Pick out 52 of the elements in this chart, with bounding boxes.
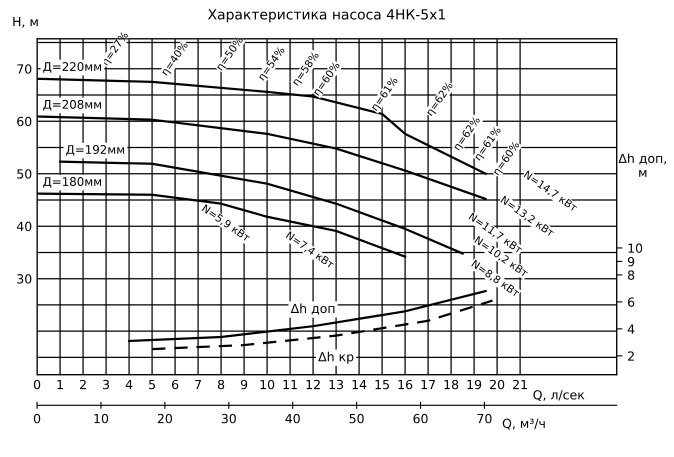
y-tick-label: 70: [17, 64, 32, 74]
y2-tick-label: 2: [628, 351, 634, 361]
x-tick-label: 19: [468, 380, 482, 390]
series-label: Д=220мм: [43, 62, 102, 73]
y2-tick-label: 8: [628, 270, 634, 280]
y2-tick-label: 6: [628, 297, 634, 307]
x-axis-title: Q, л/сек: [533, 390, 584, 401]
y-tick-label: 50: [17, 169, 32, 179]
x-tick-label: 9: [240, 380, 248, 390]
y2-tick-label: 10: [628, 243, 642, 253]
x-tick-label: 5: [149, 380, 155, 390]
series-label: Д=208мм: [43, 100, 102, 111]
x-tick-label: 14: [352, 380, 366, 390]
y-axis-title: H, м: [13, 17, 38, 28]
x-tick-label: 7: [195, 380, 201, 390]
series-label: Δh кр: [318, 352, 354, 364]
x-tick-label: 20: [490, 380, 504, 390]
y2-tick-label: 4: [628, 324, 634, 334]
x2-tick-label: 30: [222, 414, 236, 424]
x-tick-label: 21: [513, 380, 527, 390]
x-tick-label: 12: [306, 380, 320, 390]
x-tick-label: 16: [398, 380, 412, 390]
x-tick-label: 17: [422, 380, 435, 390]
x-tick-label: 4: [126, 380, 132, 390]
y-tick-label: 60: [17, 116, 32, 126]
x2-tick-label: 60: [413, 414, 428, 424]
series-label: Д=192мм: [66, 145, 124, 156]
x2-axis-title: Q, м³/ч: [502, 418, 545, 430]
series-label: Δh доп: [290, 303, 334, 315]
x2-tick-label: 40: [285, 414, 300, 424]
x-tick-label: 10: [260, 380, 274, 390]
x-tick-label: 0: [34, 380, 40, 390]
x-tick-label: 6: [172, 380, 178, 390]
series-label: Д=180мм: [43, 177, 102, 188]
x-tick-label: 8: [218, 380, 224, 390]
x-tick-label: 3: [103, 380, 110, 390]
y2-tick-label: 9: [628, 256, 634, 266]
x2-tick-label: 10: [94, 414, 108, 424]
x-tick-label: 1: [57, 380, 63, 390]
x2-tick-label: 70: [477, 414, 492, 424]
x-tick-label: 18: [444, 380, 458, 390]
y-tick-label: 30: [17, 274, 32, 284]
x-tick-label: 11: [284, 380, 297, 390]
chart-title: Характеристика насоса 4НК-5х1: [208, 9, 445, 22]
x-tick-label: 2: [80, 380, 86, 390]
x-tick-label: 15: [376, 380, 389, 390]
y2-axis-title: Δh доп, м: [618, 153, 666, 177]
x2-tick-label: 0: [34, 414, 40, 424]
y-tick-label: 40: [16, 222, 32, 232]
x2-tick-label: 20: [158, 414, 172, 424]
x2-tick-label: 50: [350, 414, 364, 424]
x-tick-label: 13: [330, 380, 344, 390]
